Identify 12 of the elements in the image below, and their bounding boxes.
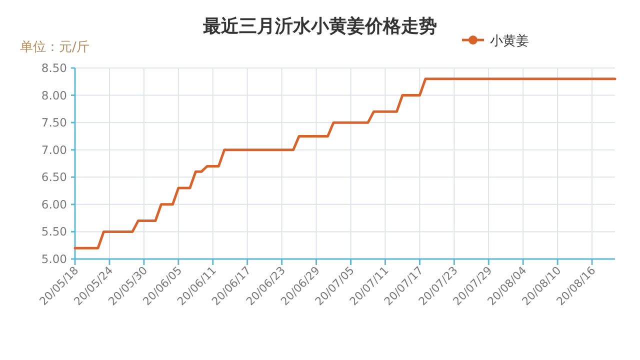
y-tick-label: 6.50: [41, 170, 67, 184]
y-tick-label: 8.50: [41, 61, 67, 75]
y-tick-label: 8.00: [41, 88, 67, 102]
chart-title: 最近三月沂水小黄姜价格走势: [202, 15, 437, 37]
y-tick-label: 5.50: [41, 224, 67, 239]
y-tick-label: 5.00: [41, 252, 67, 266]
legend-label: 小黄姜: [490, 33, 529, 49]
y-tick-label: 7.00: [41, 142, 67, 157]
y-tick-label: 6.00: [41, 197, 67, 212]
y-axis-title: 单位：元/斤: [20, 40, 90, 55]
y-tick-label: 7.50: [41, 116, 67, 130]
line-series: [74, 78, 616, 250]
